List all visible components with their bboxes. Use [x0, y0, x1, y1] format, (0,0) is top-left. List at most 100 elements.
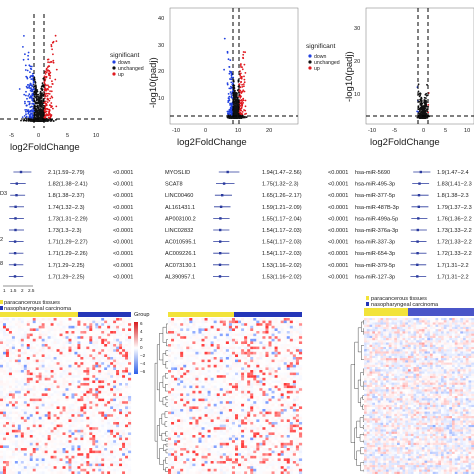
heatmap-1-cell: [101, 354, 105, 358]
heatmap-1-cell: [62, 318, 66, 321]
heatmap-1-cell: [65, 383, 69, 386]
heatmap-1-cell: [59, 424, 63, 428]
heatmap-1-cell: [65, 357, 69, 360]
heatmap-1-cell: [59, 406, 63, 410]
volcano-1-point-up: [45, 71, 48, 74]
heatmap-1-cell: [41, 336, 45, 339]
heatmap-2-cell: [198, 318, 202, 321]
heatmap-1-cell: [2, 401, 7, 404]
heatmap-1-cell: [2, 349, 7, 352]
heatmap-2-cell: [204, 323, 208, 326]
heatmap-1-cell: [53, 320, 57, 324]
heatmap-1-cell: [125, 393, 129, 397]
heatmap-1-cell: [59, 320, 63, 324]
heatmap-1-cell: [98, 393, 102, 397]
heatmap-1-cell: [74, 442, 78, 446]
heatmap-1-cell: [89, 375, 93, 378]
volcano-1-point-unchanged: [40, 109, 42, 111]
heatmap-1-cell: [83, 328, 87, 332]
heatmap-2-cell: [213, 318, 217, 321]
heatmap-1-cell: [14, 380, 18, 384]
heatmap-1-cell: [107, 416, 111, 420]
heatmap-1-cell: [80, 419, 84, 423]
heatmap-1-cell: [92, 372, 96, 376]
heatmap-2-cell: [256, 320, 260, 324]
heatmap-1-cell: [20, 338, 24, 342]
heatmap-1-cell: [128, 318, 132, 321]
volcano-2-point-down: [228, 87, 231, 90]
heatmap-1-cell: [47, 432, 51, 436]
volcano-2-point-up: [241, 83, 244, 86]
heatmap-1-cell: [95, 341, 99, 345]
heatmap-1-cell: [8, 362, 13, 365]
heatmap-1-cell: [71, 323, 75, 326]
heatmap-1-cell: [32, 437, 36, 441]
heatmap-1-cell: [26, 453, 30, 456]
heatmap-1-cell: [53, 442, 57, 446]
heatmap-1-cell: [41, 385, 45, 389]
heatmap-1-cell: [14, 416, 18, 420]
volcano-1-point-up: [49, 97, 52, 100]
heatmap-1-cell: [101, 357, 105, 360]
heatmap-1-cell: [50, 364, 54, 368]
heatmap-1-cell: [26, 442, 30, 446]
heatmap-1-cell: [71, 424, 75, 428]
heatmap-1-cell: [83, 461, 87, 464]
heatmap-1-cell: [47, 448, 51, 451]
heatmap-1-cell: [119, 383, 123, 386]
heatmap-1-cell: [89, 344, 93, 347]
volcano-1-point-down: [30, 78, 33, 80]
heatmap-1-cell: [2, 396, 7, 399]
heatmap-1-cell: [47, 411, 51, 415]
heatmap-1-cell: [110, 424, 114, 428]
heatmap-1-cell: [128, 466, 132, 469]
heatmap-1-cell: [26, 323, 30, 326]
heatmap-1-cell: [101, 427, 105, 430]
forest-right-or-3: 1.79(1.37−2.3: [437, 205, 472, 211]
heatmap-1-cell: [116, 440, 120, 443]
heatmap-1-cell: [113, 448, 117, 451]
heatmap-1-cell: [59, 349, 63, 352]
heatmap-1-cell: [59, 445, 63, 449]
heatmap-1-cell: [29, 351, 33, 355]
heatmap-1-cell: [113, 442, 117, 446]
heatmap-1-cell: [29, 393, 33, 397]
heatmap-1-cell: [68, 398, 72, 402]
volcano-2-point-up: [238, 83, 240, 86]
volcano-2-point-unchanged: [245, 116, 248, 119]
heatmap-1-cell: [83, 409, 87, 412]
heatmap-1-cell: [38, 424, 42, 428]
heatmap-1-cell: [59, 461, 63, 464]
heatmap-1-cell: [104, 364, 108, 368]
heatmap-1-cell: [20, 367, 24, 371]
heatmap-1-cell: [74, 468, 78, 472]
heatmap-1-cell: [50, 333, 54, 337]
heatmap-1-cell: [119, 344, 123, 347]
forest-middle-name-3: AL161431.1: [165, 205, 195, 211]
volcano-1-xtick-0: -5: [9, 133, 14, 139]
heatmap-1-cell: [80, 336, 84, 339]
heatmap-1-cell: [62, 406, 66, 410]
heatmap-2-cell: [168, 323, 172, 326]
heatmap-1-cell: [56, 468, 60, 472]
heatmap-1-cell: [62, 372, 66, 376]
heatmap-1-cell: [110, 437, 114, 441]
heatmap-1-cell: [0, 450, 4, 454]
heatmap-1-cell: [74, 357, 78, 360]
heatmap-1-cell: [116, 362, 120, 365]
heatmap-1-cell: [32, 416, 36, 420]
heatmap-1-cell: [56, 354, 60, 358]
heatmap-1-cell: [23, 383, 27, 386]
heatmap-1-cell: [11, 429, 15, 433]
heatmap-1-cell: [35, 419, 39, 423]
heatmap-1-cell: [95, 357, 99, 360]
volcano-2-point-unchanged: [234, 117, 237, 119]
heatmap-1-cell: [53, 385, 57, 389]
heatmap-1-cell: [17, 409, 21, 412]
volcano-2-xlabel: log2FoldChange: [177, 137, 247, 148]
volcano-1-point-up: [55, 68, 58, 71]
volcano-2-point-up: [241, 90, 244, 93]
heatmap-2-cell: [195, 318, 199, 321]
forest-right-estimate-3: [417, 205, 420, 208]
heatmap-1-cell: [53, 375, 57, 378]
